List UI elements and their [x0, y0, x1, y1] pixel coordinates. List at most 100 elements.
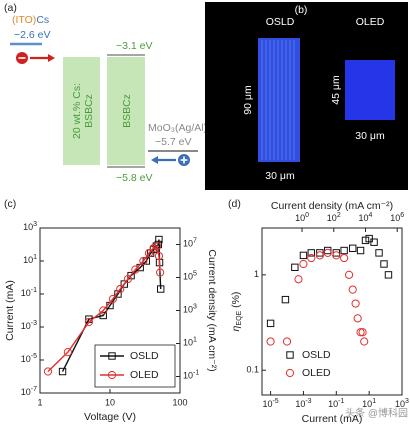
electron-arrowhead: [48, 54, 55, 62]
y2-tick-label: 103: [183, 303, 197, 315]
data-point: [299, 251, 308, 260]
data-point: [384, 271, 393, 279]
y-tick-label: 101: [23, 254, 37, 266]
data-point: [353, 314, 362, 323]
data-point: [332, 251, 341, 260]
plot-frame: [261, 227, 403, 396]
x-tick-label: 10: [105, 397, 115, 407]
data-point: [156, 268, 165, 277]
data-point: [131, 265, 140, 274]
x-tick-label: 10-3: [295, 398, 311, 410]
y-tick-label: 10-5: [21, 353, 37, 365]
data-point: [144, 249, 154, 258]
legend-marker: [107, 370, 117, 380]
data-point: [266, 337, 275, 346]
hole-arrowhead: [151, 156, 158, 164]
cathode-label: (ITO)Cs: [12, 14, 49, 26]
data-point: [139, 256, 148, 266]
oled-width: 30 μm: [355, 130, 385, 142]
data-point: [116, 284, 125, 294]
panel-label: (a): [4, 2, 17, 14]
lumo-label: −3.1 eV: [116, 40, 153, 52]
data-point: [291, 263, 299, 272]
y-tick-label: 103: [23, 221, 37, 233]
oled-name: OLED: [356, 16, 385, 28]
data-point: [114, 290, 122, 298]
panel-a: (a) (ITO)Cs −2.6 eV −3.1 eV −5.8 eV 20 w…: [4, 2, 207, 184]
y2-tick-label: 10-1: [183, 369, 199, 381]
watermark: 头条 @博科园: [345, 407, 408, 420]
y-axis-label-unit: (%): [230, 292, 242, 311]
layer1-line2: BSBCz: [83, 94, 95, 128]
legend-label: OLED: [130, 369, 159, 381]
anode-level: −5.7 eV: [155, 136, 192, 148]
x-axis-label: Voltage (V): [84, 411, 136, 423]
x2-tick-label: 104: [359, 212, 373, 224]
layer2: BSBCz: [121, 94, 133, 128]
data-point: [156, 285, 165, 293]
homo-label: −5.8 eV: [116, 172, 153, 184]
layer1-line1: 20 wt.% Cs:: [71, 83, 83, 139]
data-point: [123, 274, 132, 284]
x-tick-label: 1: [37, 397, 42, 407]
data-point: [360, 337, 369, 346]
hole-sign: [180, 156, 188, 164]
panel-label: (b): [295, 4, 308, 16]
y-tick-label: 10-7: [21, 386, 37, 398]
data-point: [340, 246, 348, 255]
osld-name: OSLD: [266, 16, 295, 28]
x2-tick-label: 106: [390, 212, 404, 224]
cathode: Cs: [36, 14, 49, 26]
legend-marker: [108, 352, 116, 360]
osld-width: 30 μm: [265, 170, 295, 182]
panel-b: (b) OSLD OLED 90 μm 30 μm 45 μm 30 μm: [205, 2, 408, 190]
y-tick-label: 10-1: [21, 287, 37, 299]
data-point: [375, 249, 383, 257]
data-point: [348, 285, 357, 294]
legend-marker: [285, 368, 295, 378]
y2-tick-label: 107: [183, 237, 197, 249]
data-point: [84, 317, 94, 327]
x2-tick-label: 102: [327, 212, 341, 224]
data-point: [43, 367, 53, 376]
data-point: [349, 244, 357, 252]
y-axis-label: Current (mA): [4, 280, 16, 341]
y-axis-label: ηEQE (%): [230, 292, 243, 332]
data-point: [340, 253, 349, 263]
y2-tick-label: 101: [183, 336, 197, 348]
osld-height: 90 μm: [242, 85, 254, 115]
data-point: [356, 246, 365, 255]
y-tick-label: 0.1: [246, 365, 259, 375]
layer-doped: [63, 57, 100, 165]
panel-label: (c): [4, 198, 16, 210]
data-point: [344, 270, 354, 279]
data-point: [380, 260, 388, 268]
x2-tick-label: 100: [295, 212, 309, 224]
data-point: [63, 348, 72, 357]
y-tick-label: 1: [254, 269, 259, 279]
data-point: [299, 259, 308, 269]
data-point: [370, 238, 378, 246]
data-point: [108, 294, 117, 304]
data-point: [281, 295, 290, 304]
legend: [94, 344, 176, 388]
cathode-level: −2.6 eV: [14, 29, 51, 41]
legend-label: OLED: [302, 367, 331, 379]
oled-emission: [345, 60, 395, 120]
anode-label: MoO₃(Ag/Al): [148, 122, 207, 134]
data-point: [99, 306, 108, 315]
x-tick-label: 10-1: [328, 398, 344, 410]
x-tick-label: 100: [172, 397, 187, 407]
data-point: [315, 251, 324, 260]
legend-label: OSLD: [130, 350, 159, 362]
data-point: [266, 319, 275, 328]
layer-host: [107, 57, 145, 165]
osld-emission: [258, 38, 300, 162]
panel-label: (d): [228, 198, 241, 210]
data-point: [323, 248, 332, 257]
x2-axis-label: Current density (mA cm⁻²): [271, 200, 393, 212]
data-point: [58, 367, 67, 376]
x-tick-label: 103: [395, 398, 409, 410]
data-point: [356, 328, 365, 337]
data-point: [282, 337, 292, 346]
